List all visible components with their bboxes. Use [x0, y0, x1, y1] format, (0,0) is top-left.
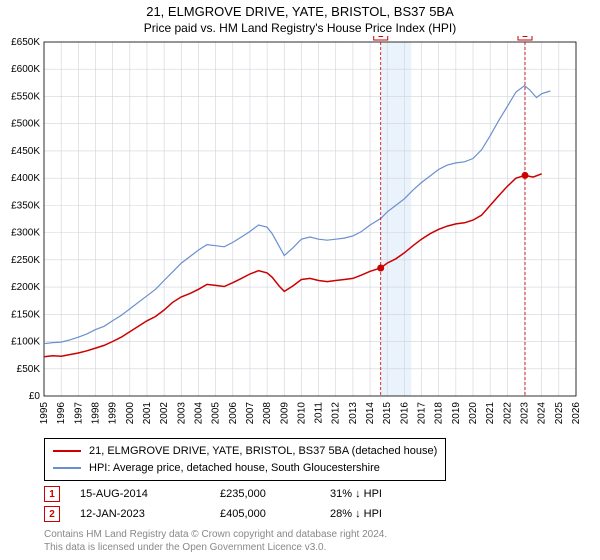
- svg-text:2025: 2025: [554, 402, 565, 425]
- svg-text:£500K: £500K: [11, 119, 40, 130]
- svg-text:2008: 2008: [262, 402, 273, 425]
- svg-text:£350K: £350K: [11, 201, 40, 212]
- marker-date-1: 15-AUG-2014: [80, 488, 220, 500]
- svg-text:2006: 2006: [228, 402, 239, 425]
- svg-text:1999: 1999: [108, 402, 119, 425]
- legend-swatch-2: [53, 467, 81, 469]
- chart-container: 21, ELMGROVE DRIVE, YATE, BRISTOL, BS37 …: [0, 0, 600, 560]
- svg-text:2013: 2013: [348, 402, 359, 425]
- svg-text:2023: 2023: [520, 402, 531, 425]
- svg-text:£100K: £100K: [11, 337, 40, 348]
- svg-text:£650K: £650K: [11, 37, 40, 48]
- svg-text:£50K: £50K: [17, 364, 41, 375]
- title-sub: Price paid vs. HM Land Registry's House …: [0, 21, 600, 37]
- svg-text:2011: 2011: [314, 402, 325, 424]
- svg-text:2000: 2000: [125, 402, 136, 425]
- svg-text:2002: 2002: [159, 402, 170, 425]
- svg-text:2018: 2018: [434, 402, 445, 425]
- svg-text:2024: 2024: [537, 402, 548, 425]
- legend: 21, ELMGROVE DRIVE, YATE, BRISTOL, BS37 …: [44, 438, 446, 481]
- marker-date-2: 12-JAN-2023: [80, 508, 220, 520]
- svg-text:2022: 2022: [502, 402, 513, 425]
- svg-text:1995: 1995: [39, 402, 50, 425]
- svg-text:£250K: £250K: [11, 255, 40, 266]
- marker-num-2: 2: [44, 506, 60, 522]
- marker-table: 1 15-AUG-2014 £235,000 31% ↓ HPI 2 12-JA…: [44, 484, 450, 524]
- svg-text:2014: 2014: [365, 402, 376, 425]
- marker-row-2: 2 12-JAN-2023 £405,000 28% ↓ HPI: [44, 504, 450, 524]
- title-block: 21, ELMGROVE DRIVE, YATE, BRISTOL, BS37 …: [0, 0, 600, 36]
- marker-price-2: £405,000: [220, 508, 330, 520]
- legend-row-1: 21, ELMGROVE DRIVE, YATE, BRISTOL, BS37 …: [53, 443, 437, 460]
- svg-text:1997: 1997: [73, 402, 84, 425]
- svg-text:1: 1: [378, 36, 384, 40]
- svg-text:£550K: £550K: [11, 92, 40, 103]
- svg-text:2001: 2001: [142, 402, 153, 425]
- svg-text:1996: 1996: [56, 402, 67, 425]
- marker-pct-1: 31% ↓ HPI: [330, 488, 450, 500]
- svg-text:2020: 2020: [468, 402, 479, 425]
- svg-text:2021: 2021: [485, 402, 496, 425]
- footer-note: Contains HM Land Registry data © Crown c…: [44, 528, 387, 554]
- legend-row-2: HPI: Average price, detached house, Sout…: [53, 460, 437, 477]
- svg-text:£300K: £300K: [11, 228, 40, 239]
- svg-text:2004: 2004: [193, 402, 204, 425]
- legend-swatch-1: [53, 450, 81, 452]
- svg-text:2026: 2026: [571, 402, 582, 425]
- svg-text:£400K: £400K: [11, 174, 40, 185]
- legend-label-2: HPI: Average price, detached house, Sout…: [89, 460, 380, 477]
- svg-text:£600K: £600K: [11, 65, 40, 76]
- marker-num-1: 1: [44, 486, 60, 502]
- svg-text:2019: 2019: [451, 402, 462, 425]
- svg-text:2010: 2010: [296, 402, 307, 425]
- svg-text:£450K: £450K: [11, 146, 40, 157]
- svg-text:2005: 2005: [211, 402, 222, 425]
- marker-pct-2: 28% ↓ HPI: [330, 508, 450, 520]
- svg-text:2009: 2009: [279, 402, 290, 425]
- marker-price-1: £235,000: [220, 488, 330, 500]
- svg-text:2012: 2012: [331, 402, 342, 425]
- svg-text:2007: 2007: [245, 402, 256, 425]
- svg-text:2003: 2003: [176, 402, 187, 425]
- svg-text:£200K: £200K: [11, 283, 40, 294]
- svg-text:1998: 1998: [90, 402, 101, 425]
- footer-line-2: This data is licensed under the Open Gov…: [44, 541, 387, 554]
- svg-text:2017: 2017: [417, 402, 428, 425]
- title-main: 21, ELMGROVE DRIVE, YATE, BRISTOL, BS37 …: [0, 4, 600, 21]
- svg-text:£150K: £150K: [11, 310, 40, 321]
- svg-text:2016: 2016: [399, 402, 410, 425]
- price-chart: £0 £50K £100K £150K £200K £250K £300K £350K £400…: [0, 36, 600, 432]
- legend-label-1: 21, ELMGROVE DRIVE, YATE, BRISTOL, BS37 …: [89, 443, 437, 460]
- svg-text:£0: £0: [29, 391, 41, 402]
- marker-row-1: 1 15-AUG-2014 £235,000 31% ↓ HPI: [44, 484, 450, 504]
- footer-line-1: Contains HM Land Registry data © Crown c…: [44, 528, 387, 541]
- svg-text:2015: 2015: [382, 402, 393, 425]
- svg-text:2: 2: [522, 36, 528, 40]
